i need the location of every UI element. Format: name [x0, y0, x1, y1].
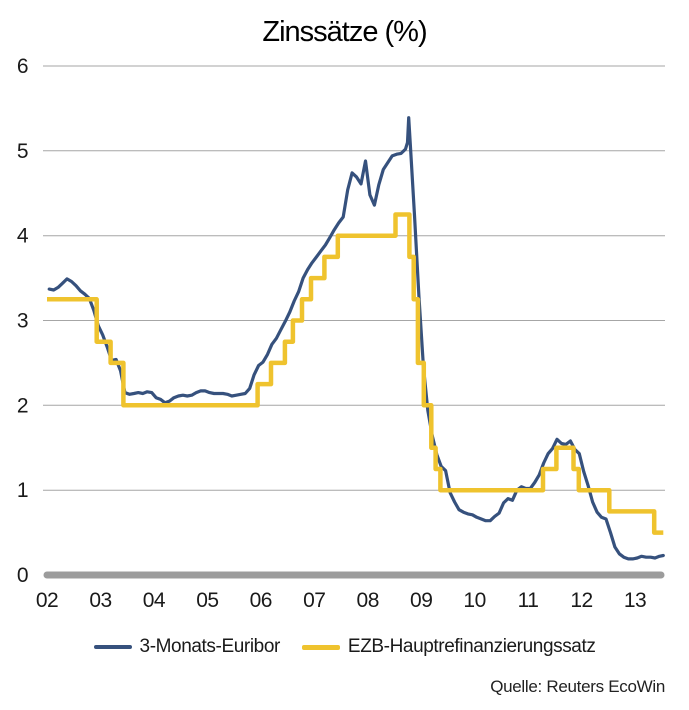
x-tick-label-11: 11 [518, 589, 539, 612]
x-tick-label-09: 09 [410, 589, 432, 612]
x-tick-label-10: 10 [463, 589, 485, 612]
y-tick-label-3: 3 [17, 310, 28, 333]
chart-title: Zinssätze (%) [262, 16, 427, 48]
legend-item-euribor: 3-Monats-Euribor [93, 636, 281, 658]
legend-item-ezb: EZB-Hauptrefinanzierungssatz [301, 636, 596, 658]
y-tick-label-6: 6 [17, 55, 28, 78]
y-tick-label-4: 4 [17, 225, 29, 248]
legend-label-ezb: EZB-Hauptrefinanzierungssatz [347, 636, 596, 657]
x-tick-label-12: 12 [570, 589, 592, 612]
euribor-3m-line [47, 116, 665, 561]
x-tick-label-06: 06 [250, 589, 272, 612]
x-tick-label-13: 13 [624, 589, 646, 612]
x-tick-label-05: 05 [196, 589, 218, 612]
x-tick-label-02: 02 [36, 589, 58, 612]
x-tick-label-08: 08 [357, 589, 379, 612]
y-tick-label-0: 0 [17, 564, 28, 587]
ezb-hauptrefinanzierungssatz-line [47, 212, 664, 535]
euribor-line-swatch [93, 645, 132, 649]
y-tick-label-1: 1 [17, 479, 28, 502]
source-note: Quelle: Reuters EcoWin [490, 677, 665, 696]
y-tick-label-5: 5 [17, 140, 28, 163]
ezb-line-swatch [301, 644, 340, 650]
legend-label-euribor: 3-Monats-Euribor [139, 636, 281, 657]
legend: 3-Monats-Euribor EZB-Hauptrefinanzierung… [0, 636, 689, 658]
y-tick-label-2: 2 [17, 394, 28, 417]
x-tick-label-03: 03 [89, 589, 111, 612]
x-tick-label-07: 07 [303, 589, 325, 612]
x-tick-label-04: 04 [143, 589, 166, 612]
